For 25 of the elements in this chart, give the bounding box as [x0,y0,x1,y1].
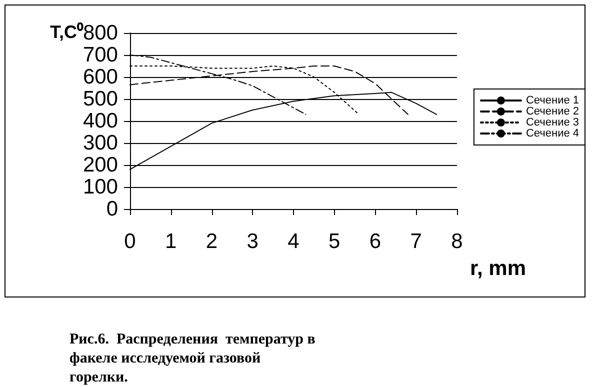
y-tick-label: 800 [82,22,118,44]
legend-label: Сечение 2 [526,106,580,118]
x-tick-label: 7 [410,230,422,253]
y-tick-label: 400 [82,110,118,132]
y-tick-label: 600 [82,66,118,88]
x-tick-label: 6 [369,230,382,253]
y-axis-title: T,C⁰ [50,22,84,42]
x-tick-label: 1 [165,230,177,253]
legend-label: Сечение 1 [526,94,580,106]
x-tick-label: 3 [246,230,258,253]
x-tick-label: 0 [124,230,136,253]
x-tick-label: 5 [328,230,340,253]
text: Рис.6. Распределения температур в факеле исследуемой газовой горелки. [70,332,320,386]
y-tick-label: 0 [106,198,118,220]
legend-label: Сечение 3 [526,116,580,128]
y-tick-label: 500 [82,88,118,110]
y-tick-label: 200 [82,154,118,176]
y-tick-label: 100 [82,176,118,198]
legend-label: Сечение 4 [526,128,580,140]
y-tick-label: 300 [82,132,118,154]
x-axis-title: r, mm [470,257,526,280]
x-tick-label: 8 [451,230,463,253]
x-tick-label: 4 [288,230,300,253]
y-tick-label: 700 [82,44,118,66]
x-tick-label: 2 [206,230,218,253]
